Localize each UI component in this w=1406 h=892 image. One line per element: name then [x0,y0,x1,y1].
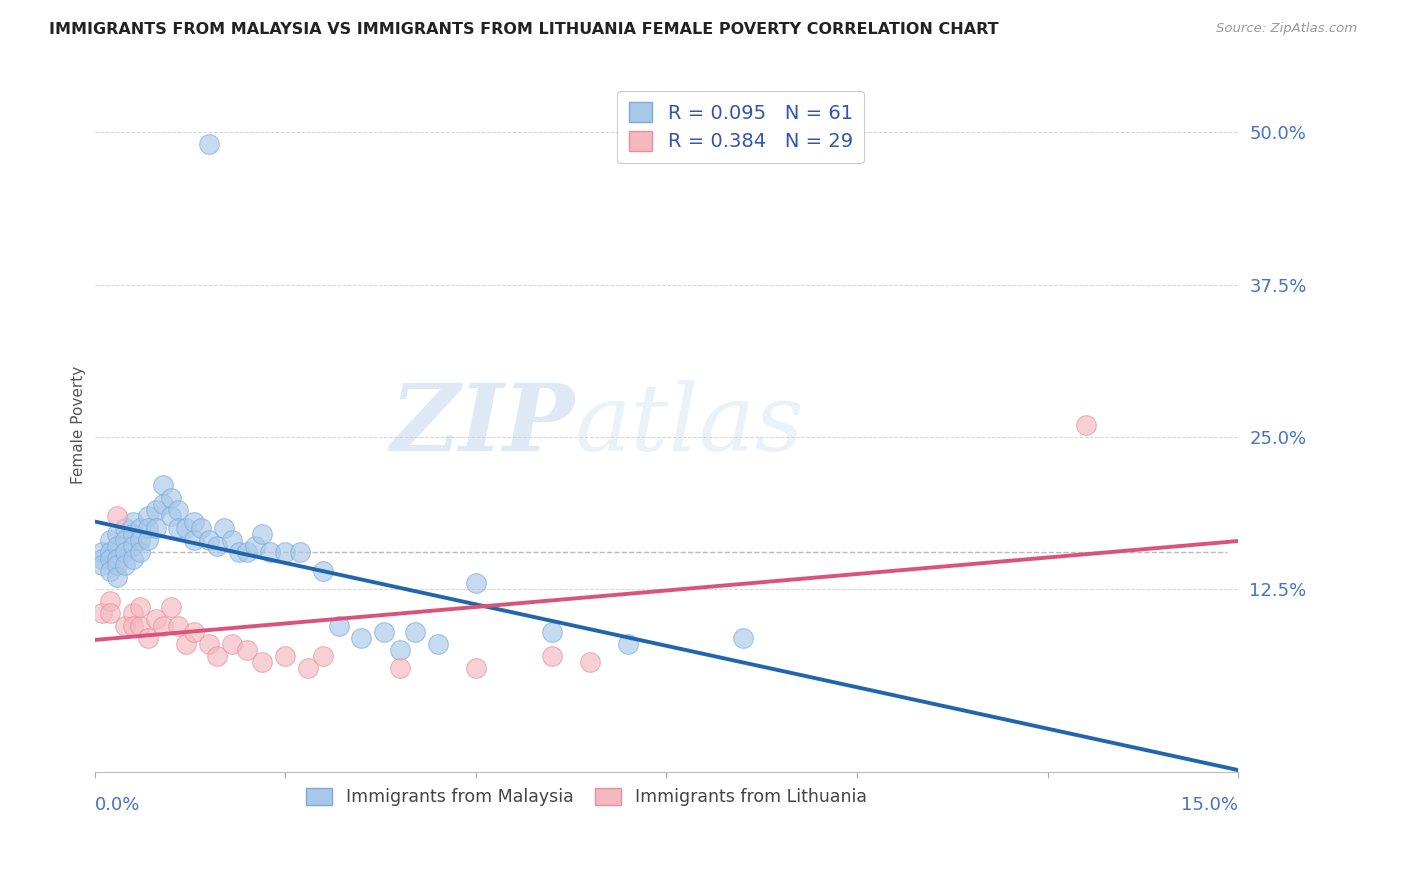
Point [312,564,335,578]
Point [274,545,297,559]
Point [388,643,411,657]
Point [167,503,190,517]
Point [136,631,159,645]
Point [129,521,152,535]
Point [617,637,640,651]
Point [221,637,243,651]
Point [167,521,190,535]
Point [221,533,243,548]
Point [243,540,266,554]
Point [136,521,159,535]
Point [136,508,159,523]
Point [541,648,564,663]
Text: 0.0%: 0.0% [94,796,141,814]
Point [190,521,212,535]
Point [114,533,136,548]
Point [328,618,350,632]
Point [121,551,143,566]
Point [98,564,121,578]
Point [373,624,395,639]
Point [212,521,235,535]
Text: ZIP: ZIP [391,380,575,469]
Point [91,551,114,566]
Point [236,643,259,657]
Point [152,478,174,492]
Point [174,521,197,535]
Point [129,533,152,548]
Point [205,540,228,554]
Point [259,545,281,559]
Point [121,515,143,529]
Point [464,661,486,675]
Point [152,497,174,511]
Point [426,637,449,651]
Point [252,655,274,669]
Y-axis label: Female Poverty: Female Poverty [72,366,86,483]
Point [198,533,221,548]
Point [98,545,121,559]
Text: atlas: atlas [575,380,804,469]
Point [731,631,754,645]
Point [91,558,114,572]
Point [107,527,129,541]
Point [152,618,174,632]
Point [107,540,129,554]
Point [129,545,152,559]
Point [183,533,205,548]
Point [121,527,143,541]
Point [114,558,136,572]
Point [98,533,121,548]
Point [121,618,143,632]
Point [1074,417,1097,432]
Point [236,545,259,559]
Point [579,655,602,669]
Point [198,637,221,651]
Point [159,508,181,523]
Point [205,648,228,663]
Point [114,521,136,535]
Point [114,618,136,632]
Point [129,600,152,615]
Point [274,648,297,663]
Legend: Immigrants from Malaysia, Immigrants from Lithuania: Immigrants from Malaysia, Immigrants fro… [298,779,875,815]
Point [290,545,312,559]
Point [404,624,426,639]
Point [252,527,274,541]
Point [297,661,319,675]
Point [107,570,129,584]
Point [145,612,167,626]
Point [107,508,129,523]
Point [174,637,197,651]
Point [129,618,152,632]
Point [145,521,167,535]
Point [464,576,486,591]
Point [107,551,129,566]
Point [114,545,136,559]
Text: IMMIGRANTS FROM MALAYSIA VS IMMIGRANTS FROM LITHUANIA FEMALE POVERTY CORRELATION: IMMIGRANTS FROM MALAYSIA VS IMMIGRANTS F… [49,22,998,37]
Point [541,624,564,639]
Point [167,618,190,632]
Point [136,533,159,548]
Point [312,648,335,663]
Point [198,137,221,152]
Point [98,607,121,621]
Point [388,661,411,675]
Text: 15.0%: 15.0% [1181,796,1239,814]
Point [145,503,167,517]
Point [228,545,250,559]
Point [98,594,121,608]
Point [183,515,205,529]
Point [91,607,114,621]
Point [350,631,373,645]
Text: Source: ZipAtlas.com: Source: ZipAtlas.com [1216,22,1357,36]
Point [159,600,181,615]
Point [107,558,129,572]
Point [159,491,181,505]
Point [121,607,143,621]
Point [183,624,205,639]
Point [121,540,143,554]
Point [98,551,121,566]
Point [91,545,114,559]
